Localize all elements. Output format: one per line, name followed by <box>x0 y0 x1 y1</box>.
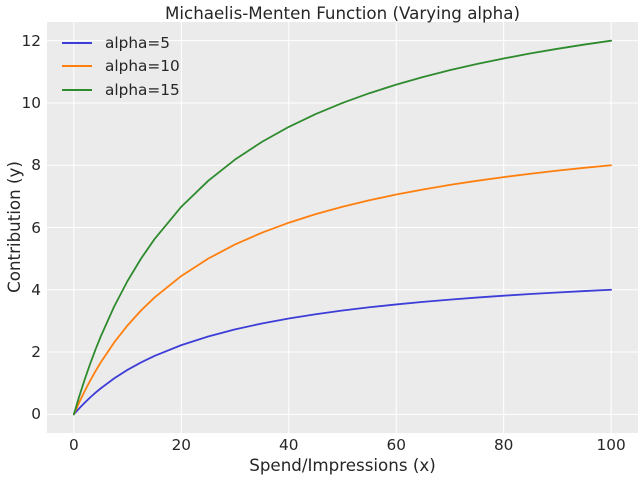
y-tick-label: 12 <box>21 31 41 50</box>
x-tick-label: 60 <box>386 436 406 454</box>
legend: alpha=5 alpha=10 alpha=15 <box>62 31 180 102</box>
curve-alpha=5 <box>72 288 613 416</box>
legend-line-swatch <box>62 41 92 44</box>
x-tick-label: 20 <box>171 436 192 454</box>
curve-alpha=15 <box>72 39 613 416</box>
y-tick-label: 2 <box>31 343 41 362</box>
legend-label: alpha=15 <box>105 80 180 99</box>
x-tick-label: 100 <box>596 436 626 454</box>
y-tick-label: 6 <box>31 218 41 237</box>
x-axis-label: Spend/Impressions (x) <box>249 455 436 475</box>
y-tick-label: 8 <box>31 156 41 175</box>
y-tick-label: 0 <box>31 405 41 424</box>
chart-title: Michaelis-Menten Function (Varying alpha… <box>165 3 520 23</box>
legend-entry: alpha=5 <box>62 31 180 55</box>
legend-entry: alpha=10 <box>62 55 180 79</box>
x-tick-label: 40 <box>279 436 299 454</box>
legend-label: alpha=5 <box>105 33 170 52</box>
curve-alpha=10 <box>72 164 613 416</box>
x-tick-label: 80 <box>493 436 514 454</box>
x-tick-label: 0 <box>68 436 79 454</box>
legend-line-swatch <box>62 88 92 91</box>
legend-label: alpha=10 <box>105 57 180 76</box>
y-tick-label: 10 <box>21 93 41 112</box>
y-tick-label: 4 <box>31 280 41 299</box>
legend-entry: alpha=15 <box>62 78 180 102</box>
legend-line-swatch <box>62 65 92 68</box>
